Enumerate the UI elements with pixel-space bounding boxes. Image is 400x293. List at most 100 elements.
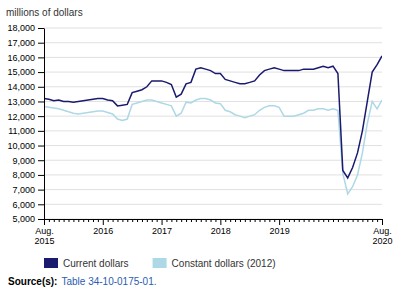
x-tick [49, 219, 50, 222]
tick-mark [38, 160, 44, 161]
tick-mark [362, 219, 363, 222]
x-tick: 2018 [211, 219, 231, 236]
x-tick [215, 219, 216, 222]
x-tick [343, 219, 344, 222]
tick-mark [294, 219, 295, 222]
x-tick [147, 219, 148, 222]
tick-mark [171, 219, 172, 222]
tick-mark [225, 219, 226, 222]
series-line [44, 56, 382, 178]
tick-mark [64, 219, 65, 222]
x-tick [152, 219, 153, 222]
tick-mark [152, 219, 153, 222]
x-tick [318, 219, 319, 222]
x-tick [98, 219, 99, 222]
tick-mark [54, 219, 55, 222]
x-tick [309, 219, 310, 222]
y-tick: 7,000 [12, 185, 44, 195]
x-tick [201, 219, 202, 222]
tick-mark [264, 219, 265, 222]
tick-mark [108, 219, 109, 222]
x-tick [377, 219, 378, 222]
x-tick [196, 219, 197, 222]
tick-mark [142, 219, 143, 222]
tick-mark [38, 175, 44, 176]
tick-label: 8,000 [12, 170, 35, 180]
x-tick [235, 219, 236, 222]
tick-mark [38, 28, 44, 29]
tick-mark [59, 219, 60, 222]
grid [44, 28, 382, 219]
tick-mark [122, 219, 123, 222]
grid-line [44, 219, 382, 220]
tick-mark [255, 219, 256, 222]
x-tick: 2019 [270, 219, 290, 236]
tick-mark [44, 219, 45, 225]
tick-mark [333, 219, 334, 222]
grid-line [44, 42, 382, 43]
source: Source(s):Table 34-10-0175-01. [8, 276, 157, 287]
tick-mark [127, 219, 128, 222]
x-tick [333, 219, 334, 222]
x-tick [353, 219, 354, 222]
tick-label: 6,000 [12, 200, 35, 210]
tick-mark [206, 219, 207, 222]
tick-mark [38, 146, 44, 147]
chart: 5,0006,0007,0008,0009,00010,00011,00012,… [0, 0, 400, 293]
grid-line [44, 116, 382, 117]
legend-swatch [153, 258, 167, 268]
y-tick: 8,000 [12, 170, 44, 180]
legend-item: Current dollars [44, 258, 129, 269]
axis-line [45, 219, 383, 220]
x-tick [299, 219, 300, 222]
x-tick [245, 219, 246, 222]
annotation: Source(s): [8, 276, 57, 287]
x-tick: Aug.2020 [372, 219, 392, 246]
tick-mark [196, 219, 197, 222]
tick-label: 9,000 [12, 156, 35, 166]
x-tick [186, 219, 187, 222]
x-tick [225, 219, 226, 222]
x-tick [54, 219, 55, 222]
y-tick: 10,000 [7, 141, 44, 151]
tick-mark [137, 219, 138, 222]
x-tick [78, 219, 79, 222]
tick-mark [245, 219, 246, 222]
legend-label: Constant dollars (2012) [172, 258, 276, 269]
grid-line [44, 86, 382, 87]
tick-mark [103, 219, 104, 225]
tick-label: 18,000 [7, 23, 35, 33]
series-line [44, 99, 382, 194]
tick-mark [377, 219, 378, 222]
tick-mark [38, 57, 44, 58]
tick-label: 2017 [152, 226, 172, 236]
grid-line [44, 145, 382, 146]
grid-line [44, 160, 382, 161]
x-tick [348, 219, 349, 222]
tick-mark [289, 219, 290, 222]
axis-title: millions of dollars [6, 7, 83, 18]
x-tick [93, 219, 94, 222]
x-tick [166, 219, 167, 222]
tick-mark [186, 219, 187, 222]
tick-mark [353, 219, 354, 222]
legend-swatch [44, 258, 58, 268]
tick-mark [88, 219, 89, 222]
x-tick [181, 219, 182, 222]
tick-label: 5,000 [12, 214, 35, 224]
y-tick: 14,000 [7, 82, 44, 92]
x-tick: 2016 [93, 219, 113, 236]
x-tick [264, 219, 265, 222]
tick-mark [38, 72, 44, 73]
y-tick: 6,000 [12, 200, 44, 210]
tick-mark [147, 219, 148, 222]
legend-item: Constant dollars (2012) [153, 258, 276, 269]
x-tick [191, 219, 192, 222]
tick-mark [299, 219, 300, 222]
tick-label: 7,000 [12, 185, 35, 195]
x-tick [313, 219, 314, 222]
tick-mark [343, 219, 344, 222]
x-axis: Aug.20152016201720182019Aug.2020 [34, 219, 392, 246]
tick-mark [211, 219, 212, 222]
tick-mark [83, 219, 84, 222]
